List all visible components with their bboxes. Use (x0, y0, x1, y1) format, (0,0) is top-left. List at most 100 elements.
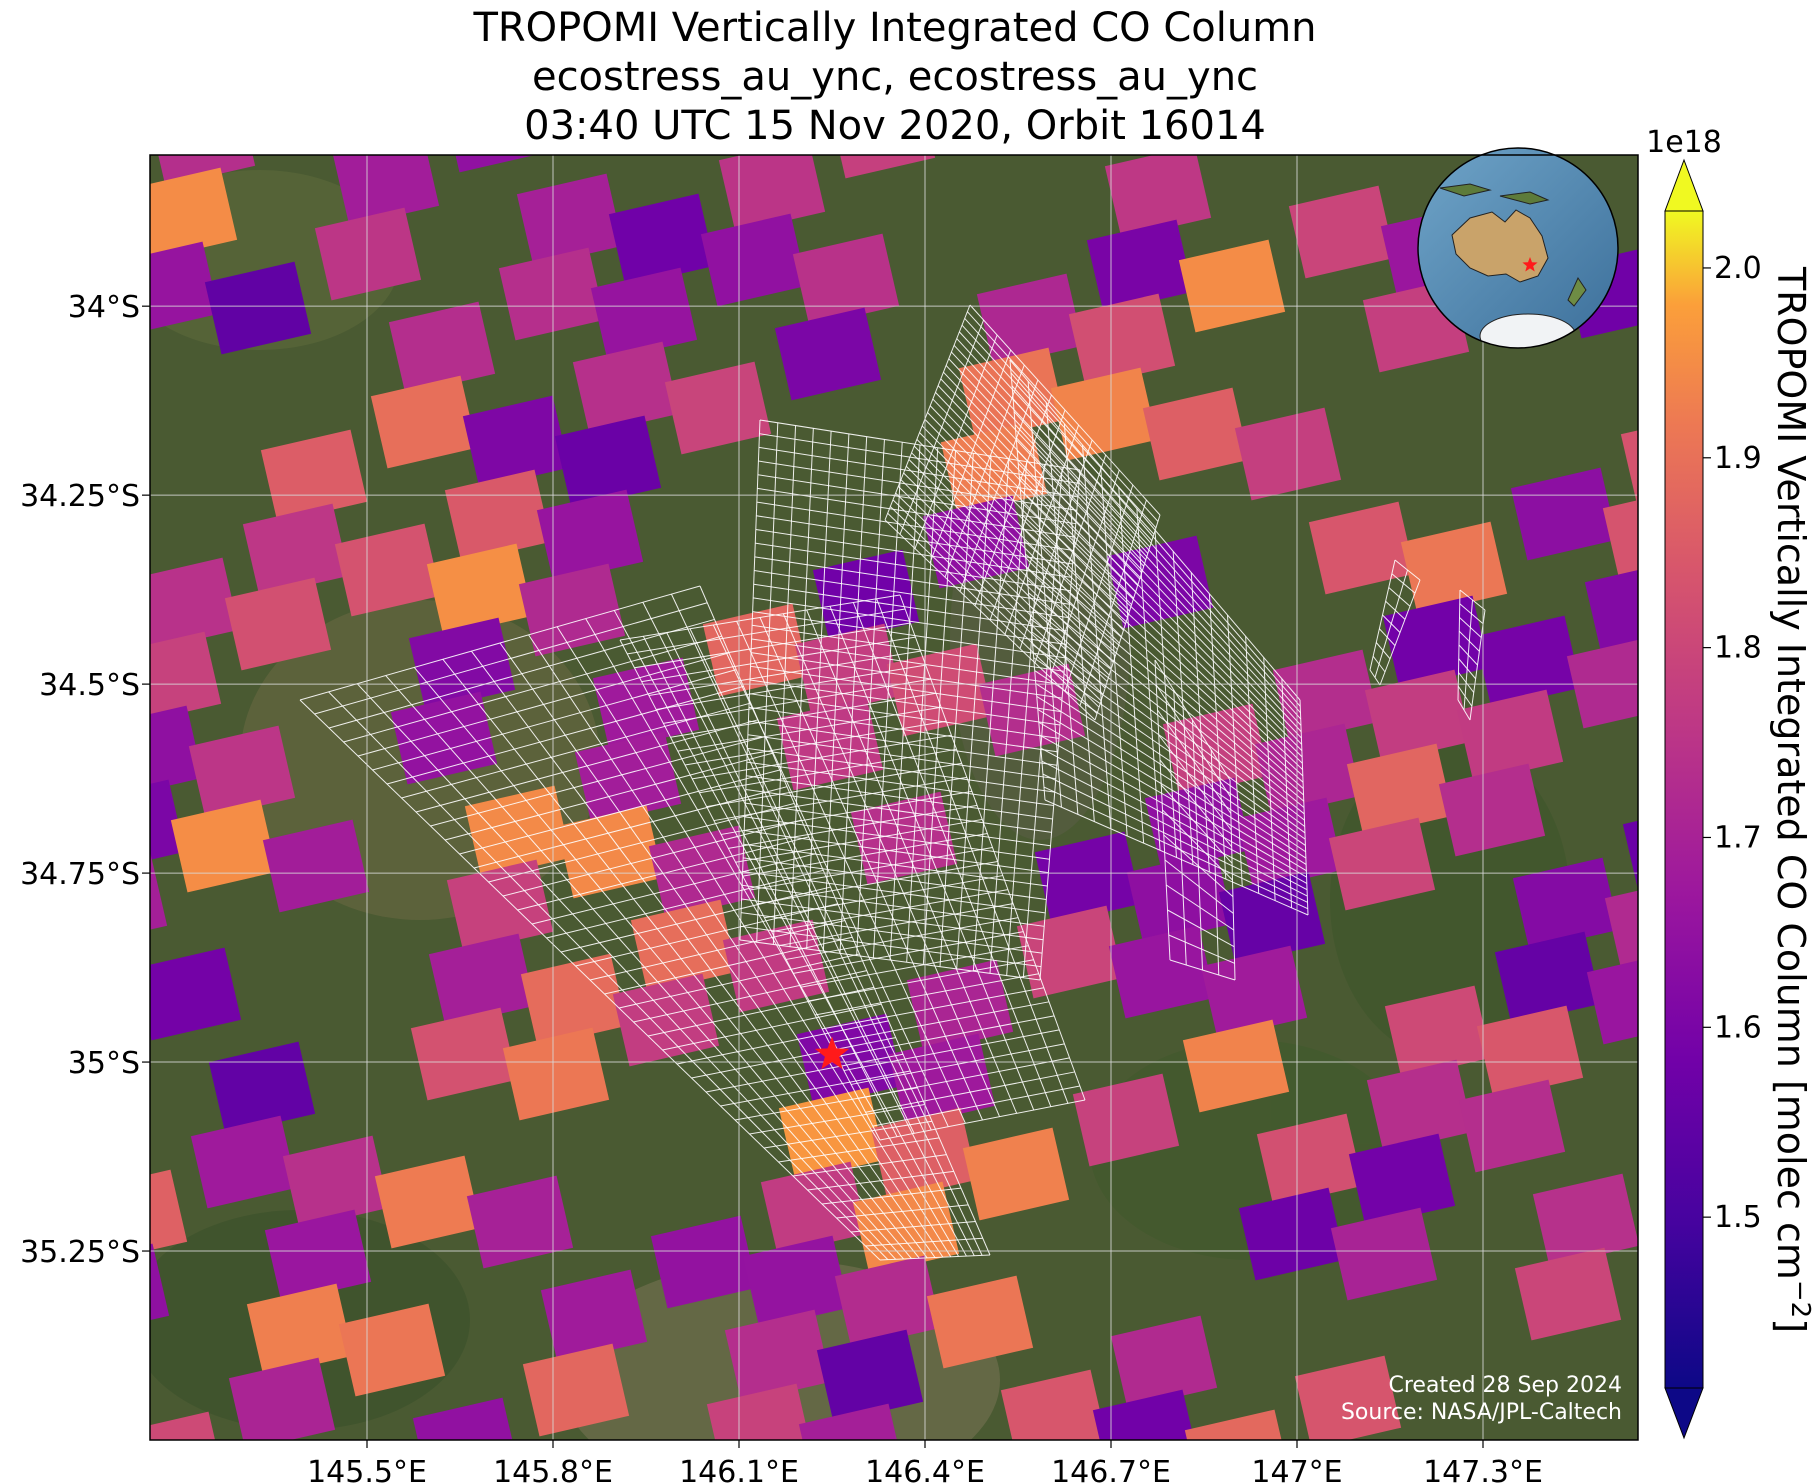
colorbar-tick-label: 1.6 (1714, 1010, 1762, 1045)
lon-tick-label: 146.1°E (679, 1455, 799, 1484)
swath-line (786, 917, 1019, 960)
swath-line (829, 1001, 1050, 1044)
swath-line (1009, 359, 1301, 701)
credit-source: Source: NASA/JPL-Caltech (1341, 1400, 1622, 1425)
lon-tick-label: 145.5°E (307, 1455, 427, 1484)
swath-line (560, 886, 831, 953)
swath-line (858, 1057, 1070, 1099)
swath-line (430, 736, 766, 827)
swath-line (850, 1221, 976, 1233)
swath-line (851, 1043, 1065, 1085)
co-pixel (1458, 1079, 1566, 1173)
colorbar-tick-label: 1.7 (1714, 820, 1762, 855)
co-pixel (170, 799, 278, 893)
swath-line (752, 611, 1066, 659)
co-pixel (224, 577, 332, 671)
colorbar-tick-label: 1.9 (1714, 441, 1762, 476)
co-pixel (1510, 467, 1618, 561)
swath-line (748, 706, 1058, 753)
co-pixel (466, 1175, 574, 1269)
swath-line (546, 869, 824, 939)
colorbar-multiplier: 1e18 (1646, 125, 1722, 160)
swath-line (676, 1020, 889, 1065)
swath-line (619, 594, 901, 641)
co-pixel (742, 1235, 850, 1329)
swath-line (1458, 630, 1480, 652)
co-pixel (190, 1115, 298, 1209)
swath-line (1459, 603, 1484, 625)
swath-line (757, 487, 1075, 538)
co-pixel (536, 489, 644, 583)
co-pixel (208, 1041, 316, 1135)
swath-line (575, 903, 838, 967)
swath-line (684, 720, 947, 766)
co-pixel (664, 361, 772, 455)
swath-line (444, 752, 773, 841)
swath-line (1459, 589, 1486, 611)
swath-line (916, 439, 1120, 644)
co-pixel (926, 1275, 1034, 1369)
swath-line (1372, 655, 1386, 673)
swath-line (1011, 385, 1301, 713)
credit-created: Created 28 Sep 2024 (1389, 1373, 1623, 1398)
swath-line (1037, 708, 1307, 872)
swath-line (1020, 501, 1303, 770)
swath-line (1013, 411, 1302, 726)
inset-marker-icon (1522, 257, 1538, 272)
ecostress-swath-grid (299, 304, 1486, 1261)
swath-line (1023, 527, 1304, 783)
swath-line (656, 664, 926, 710)
map-area: Created 28 Sep 2024 Source: NASA/JPL-Cal… (150, 155, 1638, 1440)
co-pixel (428, 933, 536, 1027)
title-line-1: TROPOMI Vertically Integrated CO Column (473, 5, 1317, 51)
co-pixel (798, 1403, 906, 1440)
co-pixel (962, 1127, 1070, 1221)
swath-line (961, 324, 1155, 535)
co-pixel (150, 779, 186, 873)
swath-line (771, 889, 1009, 933)
swath-line (807, 959, 1034, 1002)
swath-line (728, 804, 978, 849)
swath-line (966, 311, 1159, 522)
longitude-axis: 145.5°E 145.8°E 146.1°E 146.4°E 146.7°E 147°E… (307, 1440, 1543, 1484)
co-pixel (574, 731, 682, 825)
co-pixel (332, 155, 440, 227)
co-pixel (150, 947, 242, 1041)
swath-line (1038, 721, 1307, 878)
swath-line (879, 1099, 1086, 1141)
lat-tick-label: 34°S (68, 290, 140, 325)
co-pixel (150, 167, 238, 261)
co-pixel (388, 301, 496, 395)
swath-line (753, 583, 1068, 632)
co-pixel (1348, 1133, 1456, 1227)
swath-line (1033, 657, 1306, 846)
swath-line (1160, 784, 1233, 864)
co-pixel (1586, 951, 1638, 1045)
star-icon (814, 1036, 850, 1070)
co-pixel (1184, 1409, 1292, 1440)
swath-line (1043, 786, 1308, 910)
swath-line (745, 802, 1051, 847)
swath-line (604, 936, 853, 995)
swath-line (758, 446, 1078, 498)
co-pixel (1474, 615, 1582, 709)
swath-line (531, 853, 817, 925)
inset-australia (1451, 209, 1549, 283)
co-pixel (204, 261, 312, 355)
co-pixel (1106, 535, 1214, 629)
swath-line (747, 734, 1056, 780)
lon-tick-label: 147.3°E (1423, 1455, 1543, 1484)
co-pixel (228, 1357, 336, 1440)
co-pixel (1512, 857, 1620, 951)
co-pixel (1072, 1073, 1180, 1167)
co-pixel (1366, 1059, 1474, 1153)
co-pixel (1532, 1173, 1638, 1267)
co-pixel (520, 953, 628, 1047)
swath-line (1157, 709, 1232, 814)
swath-line (755, 542, 1071, 592)
swath-line (879, 1254, 991, 1261)
swath-line (372, 669, 737, 771)
swath-line (924, 418, 1126, 625)
swath-line (1159, 759, 1233, 847)
